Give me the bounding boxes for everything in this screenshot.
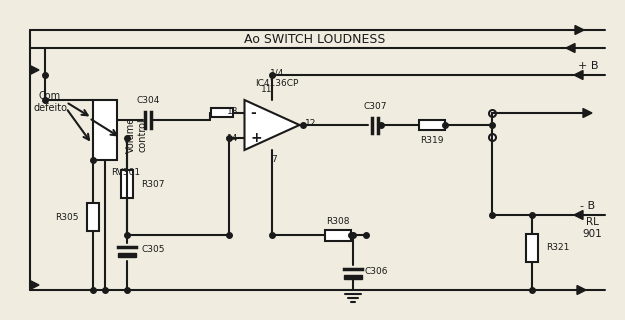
Polygon shape (118, 253, 136, 257)
Polygon shape (30, 66, 39, 75)
Text: +: + (251, 131, 262, 145)
Text: R308: R308 (326, 217, 350, 226)
Text: + B: + B (578, 61, 598, 71)
Text: RL
901: RL 901 (582, 217, 602, 239)
Text: R321: R321 (546, 243, 569, 252)
Text: 13: 13 (227, 107, 239, 116)
Text: Ao SWITCH LOUDNESS: Ao SWITCH LOUDNESS (244, 33, 386, 45)
Polygon shape (574, 70, 583, 79)
Polygon shape (244, 100, 299, 150)
Polygon shape (575, 26, 584, 35)
Text: C304: C304 (136, 95, 160, 105)
Text: R305: R305 (56, 212, 79, 221)
Text: 11: 11 (261, 84, 272, 93)
Bar (526, 234, 538, 261)
Text: 12: 12 (304, 118, 316, 127)
Bar (325, 229, 351, 241)
Text: 1/4
IC4136CP: 1/4 IC4136CP (255, 68, 299, 88)
Polygon shape (30, 281, 39, 290)
Text: Com
defeito: Com defeito (33, 91, 67, 113)
Polygon shape (577, 285, 586, 294)
Bar (87, 203, 99, 231)
Text: R319: R319 (420, 135, 444, 145)
Text: C306: C306 (365, 268, 389, 276)
Text: 7: 7 (271, 155, 277, 164)
Text: 14: 14 (227, 134, 239, 143)
Polygon shape (566, 44, 575, 52)
Polygon shape (583, 108, 592, 117)
Polygon shape (344, 275, 362, 279)
Bar (93, 100, 117, 160)
Text: C307: C307 (363, 101, 387, 110)
Bar (121, 170, 133, 198)
Polygon shape (574, 211, 583, 220)
Text: RV301: RV301 (111, 167, 140, 177)
Text: R307: R307 (141, 180, 164, 188)
Text: C305: C305 (141, 245, 164, 254)
Bar (419, 120, 445, 130)
Text: - B: - B (581, 201, 596, 211)
Text: Volume
control: Volume control (126, 117, 148, 153)
Bar (211, 108, 233, 117)
Text: -: - (251, 106, 256, 119)
